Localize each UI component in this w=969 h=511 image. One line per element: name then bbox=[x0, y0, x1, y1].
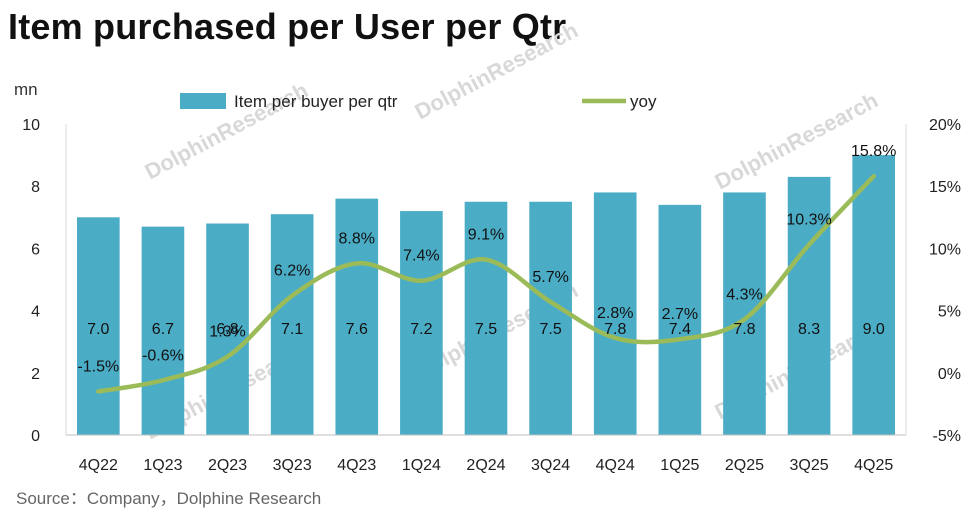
left-tick-label: 10 bbox=[22, 117, 40, 134]
yoy-value-label: 10.3% bbox=[786, 212, 831, 229]
axes: 0 2 4 6 8 10 -5% 0% 5% 10% 15% 20% 4Q22 1Q23 2Q23 3Q23 4… bbox=[22, 117, 961, 474]
x-tick-label: 2Q23 bbox=[208, 457, 247, 474]
bar-4Q24 bbox=[593, 192, 637, 435]
yoy-value-label: 5.7% bbox=[532, 269, 568, 286]
bar-value-label: 7.1 bbox=[281, 321, 303, 338]
right-tick-label: 15% bbox=[929, 179, 961, 196]
bar-value-label: 6.7 bbox=[152, 321, 174, 338]
bar-value-label: 7.5 bbox=[475, 321, 497, 338]
bar-1Q24 bbox=[400, 211, 443, 435]
x-tick-label: 1Q23 bbox=[143, 457, 182, 474]
legend-bar-label: Item per buyer per qtr bbox=[234, 92, 398, 111]
bar-value-label: 9.0 bbox=[863, 321, 885, 338]
bar-2Q23 bbox=[206, 223, 249, 435]
right-tick-label: -5% bbox=[933, 428, 961, 445]
yoy-value-label: -1.5% bbox=[77, 358, 119, 375]
yoy-value-label: 2.8% bbox=[597, 305, 633, 322]
bar-4Q22 bbox=[76, 217, 120, 435]
bar-2Q25 bbox=[723, 192, 766, 435]
right-tick-label: 20% bbox=[929, 117, 961, 134]
bar-4Q23 bbox=[335, 198, 379, 435]
line-series bbox=[96, 173, 876, 394]
x-tick-label: 4Q22 bbox=[79, 457, 118, 474]
bar-series bbox=[76, 155, 896, 435]
bar-value-label: 7.8 bbox=[733, 321, 755, 338]
x-tick-label: 2Q25 bbox=[725, 457, 764, 474]
left-tick-label: 6 bbox=[31, 241, 40, 258]
left-tick-label: 0 bbox=[31, 428, 40, 445]
left-tick-label: 4 bbox=[31, 304, 40, 321]
left-tick-label: 8 bbox=[31, 179, 40, 196]
yoy-value-label: 7.4% bbox=[403, 248, 439, 265]
yoy-value-label: 15.8% bbox=[851, 143, 896, 160]
x-tick-label: 1Q24 bbox=[402, 457, 441, 474]
bar-value-label: 7.5 bbox=[539, 321, 561, 338]
chart-title: Item purchased per User per Qtr bbox=[8, 6, 567, 47]
watermark-layer: DolphinResearchDolphinResearchDolphinRes… bbox=[141, 17, 882, 444]
legend-bar-swatch bbox=[180, 93, 226, 109]
bar-2Q24 bbox=[464, 201, 508, 435]
x-tick-label: 2Q24 bbox=[466, 457, 505, 474]
source-note: Source：Company，Dolphine Research bbox=[16, 489, 322, 508]
x-tick-label: 3Q23 bbox=[273, 457, 312, 474]
data-labels: 7.0 6.7 6.8 7.1 7.6 7.2 7.5 7.5 7.8 7.4 7.8 8.3 9.0 -… bbox=[77, 143, 896, 375]
yoy-value-label: 1.3% bbox=[209, 324, 245, 341]
x-tick-label: 4Q25 bbox=[854, 457, 893, 474]
bar-value-label: 7.6 bbox=[346, 321, 368, 338]
legend: Item per buyer per qtr yoy bbox=[180, 92, 657, 111]
bar-3Q24 bbox=[529, 201, 572, 435]
watermark-text: DolphinResearch bbox=[411, 17, 582, 124]
bar-value-label: 7.4 bbox=[669, 321, 691, 338]
left-tick-label: 2 bbox=[31, 366, 40, 383]
x-tick-label: 1Q25 bbox=[660, 457, 699, 474]
bar-3Q25 bbox=[787, 176, 831, 435]
x-tick-label: 3Q25 bbox=[790, 457, 829, 474]
bar-value-label: 7.0 bbox=[87, 321, 109, 338]
bar-value-label: 6.8 bbox=[216, 321, 238, 338]
bar-value-label: 7.2 bbox=[410, 321, 432, 338]
right-tick-label: 10% bbox=[929, 241, 961, 258]
x-tick-label: 3Q24 bbox=[531, 457, 570, 474]
bar-value-label: 7.8 bbox=[604, 321, 626, 338]
bar-1Q25 bbox=[658, 204, 702, 435]
left-axis-unit: mn bbox=[14, 80, 38, 99]
bar-value-label: 8.3 bbox=[798, 321, 820, 338]
yoy-value-label: 9.1% bbox=[468, 227, 504, 244]
yoy-value-label: 6.2% bbox=[274, 263, 310, 280]
yoy-value-label: 4.3% bbox=[726, 286, 762, 303]
yoy-value-label: 2.7% bbox=[662, 306, 698, 323]
x-tick-label: 4Q24 bbox=[596, 457, 635, 474]
yoy-value-label: -0.6% bbox=[142, 347, 184, 364]
right-tick-label: 0% bbox=[938, 366, 961, 383]
yoy-line bbox=[96, 173, 876, 394]
bar-4Q25 bbox=[852, 155, 896, 435]
x-tick-label: 4Q23 bbox=[337, 457, 376, 474]
yoy-value-label: 8.8% bbox=[339, 230, 375, 247]
bar-3Q23 bbox=[270, 214, 314, 435]
bar-1Q23 bbox=[141, 226, 185, 435]
right-tick-label: 5% bbox=[938, 304, 961, 321]
legend-line-label: yoy bbox=[630, 92, 657, 111]
